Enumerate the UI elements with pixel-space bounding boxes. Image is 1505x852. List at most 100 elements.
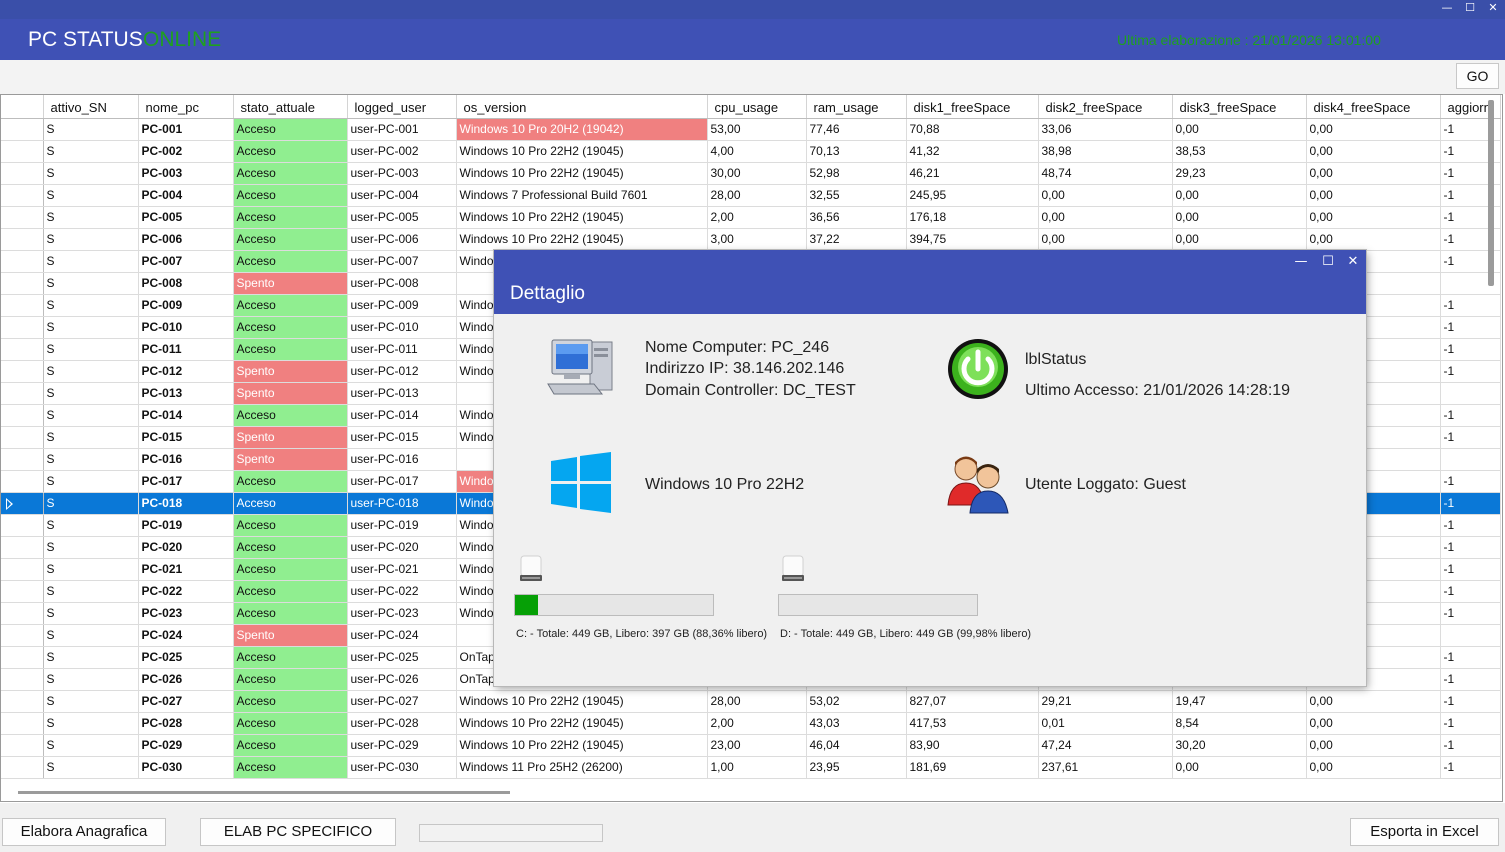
cell-nome-pc[interactable]: PC-030 <box>138 756 234 779</box>
cell-nome-pc[interactable]: PC-004 <box>138 184 234 207</box>
cell-stato[interactable]: Acceso <box>233 294 348 317</box>
cell-logged-user[interactable]: user-PC-026 <box>347 668 457 691</box>
col-header[interactable]: nome_pc <box>138 95 234 119</box>
table-row[interactable]: S PC-029 Acceso user-PC-029 Windows 10 Pro 2… <box>1 734 1501 757</box>
cell-aggiorn[interactable]: -1 <box>1440 294 1501 317</box>
row-header[interactable] <box>1 558 44 581</box>
cell-attivo[interactable]: S <box>43 492 139 515</box>
cell-nome-pc[interactable]: PC-023 <box>138 602 234 625</box>
cell-stato[interactable]: Acceso <box>233 206 348 229</box>
cell-os-version[interactable]: Windows 10 Pro 22H2 (19045) <box>456 206 708 229</box>
cell-disk2[interactable]: 0,01 <box>1038 712 1173 735</box>
cell-aggiorn[interactable]: -1 <box>1440 184 1501 207</box>
cell-attivo[interactable]: S <box>43 734 139 757</box>
row-header[interactable] <box>1 360 44 383</box>
cell-cpu[interactable]: 3,00 <box>707 228 807 251</box>
row-header[interactable] <box>1 602 44 625</box>
cell-cpu[interactable]: 53,00 <box>707 118 807 141</box>
cell-disk1[interactable]: 46,21 <box>906 162 1039 185</box>
cell-stato[interactable]: Acceso <box>233 184 348 207</box>
cell-attivo[interactable]: S <box>43 580 139 603</box>
row-header[interactable] <box>1 448 44 471</box>
table-row[interactable]: S PC-027 Acceso user-PC-027 Windows 10 Pro 2… <box>1 690 1501 713</box>
cell-nome-pc[interactable]: PC-021 <box>138 558 234 581</box>
row-header[interactable] <box>1 316 44 339</box>
cell-aggiorn[interactable] <box>1440 382 1501 405</box>
cell-disk3[interactable]: 19,47 <box>1172 690 1307 713</box>
row-header[interactable] <box>1 580 44 603</box>
cell-nome-pc[interactable]: PC-026 <box>138 668 234 691</box>
cell-logged-user[interactable]: user-PC-011 <box>347 338 457 361</box>
cell-nome-pc[interactable]: PC-008 <box>138 272 234 295</box>
cell-nome-pc[interactable]: PC-025 <box>138 646 234 669</box>
cell-stato[interactable]: Acceso <box>233 734 348 757</box>
cell-nome-pc[interactable]: PC-007 <box>138 250 234 273</box>
cell-disk1[interactable]: 245,95 <box>906 184 1039 207</box>
cell-nome-pc[interactable]: PC-027 <box>138 690 234 713</box>
cell-os-version[interactable]: Windows 10 Pro 22H2 (19045) <box>456 690 708 713</box>
cell-aggiorn[interactable]: -1 <box>1440 228 1501 251</box>
cell-stato[interactable]: Acceso <box>233 558 348 581</box>
cell-stato[interactable]: Acceso <box>233 250 348 273</box>
cell-aggiorn[interactable]: -1 <box>1440 558 1501 581</box>
cell-attivo[interactable]: S <box>43 624 139 647</box>
col-header[interactable]: cpu_usage <box>707 95 807 119</box>
col-header[interactable]: os_version <box>456 95 708 119</box>
cell-os-version[interactable]: Windows 10 Pro 22H2 (19045) <box>456 140 708 163</box>
cell-ram[interactable]: 46,04 <box>806 734 907 757</box>
cell-cpu[interactable]: 4,00 <box>707 140 807 163</box>
cell-disk4[interactable]: 0,00 <box>1306 734 1441 757</box>
cell-disk3[interactable]: 0,00 <box>1172 756 1307 779</box>
horizontal-scrollbar[interactable] <box>18 791 510 794</box>
table-row[interactable]: S PC-030 Acceso user-PC-030 Windows 11 Pro 2… <box>1 756 1501 779</box>
row-header[interactable] <box>1 206 44 229</box>
cell-disk4[interactable]: 0,00 <box>1306 756 1441 779</box>
table-row[interactable]: S PC-003 Acceso user-PC-003 Windows 10 Pro 2… <box>1 162 1501 185</box>
cell-stato[interactable]: Acceso <box>233 162 348 185</box>
cell-stato[interactable]: Acceso <box>233 602 348 625</box>
cell-os-version[interactable]: Windows 10 Pro 20H2 (19042) <box>456 118 708 141</box>
cell-aggiorn[interactable]: -1 <box>1440 514 1501 537</box>
col-header[interactable]: disk4_freeSpace <box>1306 95 1441 119</box>
cell-aggiorn[interactable]: -1 <box>1440 580 1501 603</box>
cell-disk4[interactable]: 0,00 <box>1306 118 1441 141</box>
cell-attivo[interactable]: S <box>43 558 139 581</box>
cell-attivo[interactable]: S <box>43 602 139 625</box>
cell-logged-user[interactable]: user-PC-018 <box>347 492 457 515</box>
cell-stato[interactable]: Spento <box>233 382 348 405</box>
cell-nome-pc[interactable]: PC-001 <box>138 118 234 141</box>
cell-logged-user[interactable]: user-PC-025 <box>347 646 457 669</box>
cell-logged-user[interactable]: user-PC-009 <box>347 294 457 317</box>
cell-disk2[interactable]: 0,00 <box>1038 206 1173 229</box>
cell-attivo[interactable]: S <box>43 360 139 383</box>
cell-nome-pc[interactable]: PC-022 <box>138 580 234 603</box>
cell-nome-pc[interactable]: PC-003 <box>138 162 234 185</box>
cell-aggiorn[interactable]: -1 <box>1440 690 1501 713</box>
cell-aggiorn[interactable]: -1 <box>1440 470 1501 493</box>
cell-disk3[interactable]: 30,20 <box>1172 734 1307 757</box>
row-header[interactable] <box>1 382 44 405</box>
cell-aggiorn[interactable]: -1 <box>1440 602 1501 625</box>
cell-ram[interactable]: 53,02 <box>806 690 907 713</box>
cell-attivo[interactable]: S <box>43 294 139 317</box>
cell-ram[interactable]: 70,13 <box>806 140 907 163</box>
cell-nome-pc[interactable]: PC-029 <box>138 734 234 757</box>
cell-attivo[interactable]: S <box>43 316 139 339</box>
cell-logged-user[interactable]: user-PC-019 <box>347 514 457 537</box>
cell-disk1[interactable]: 83,90 <box>906 734 1039 757</box>
cell-nome-pc[interactable]: PC-028 <box>138 712 234 735</box>
row-header[interactable] <box>1 470 44 493</box>
cell-disk2[interactable]: 38,98 <box>1038 140 1173 163</box>
cell-os-version[interactable]: Windows 10 Pro 22H2 (19045) <box>456 162 708 185</box>
cell-aggiorn[interactable]: -1 <box>1440 162 1501 185</box>
cell-nome-pc[interactable]: PC-017 <box>138 470 234 493</box>
cell-logged-user[interactable]: user-PC-023 <box>347 602 457 625</box>
cell-aggiorn[interactable]: -1 <box>1440 536 1501 559</box>
cell-disk4[interactable]: 0,00 <box>1306 228 1441 251</box>
cell-nome-pc[interactable]: PC-012 <box>138 360 234 383</box>
table-row[interactable]: S PC-001 Acceso user-PC-001 Windows 10 Pro 2… <box>1 118 1501 141</box>
cell-nome-pc[interactable]: PC-002 <box>138 140 234 163</box>
cell-disk3[interactable]: 29,23 <box>1172 162 1307 185</box>
cell-disk2[interactable]: 237,61 <box>1038 756 1173 779</box>
row-header[interactable] <box>1 404 44 427</box>
